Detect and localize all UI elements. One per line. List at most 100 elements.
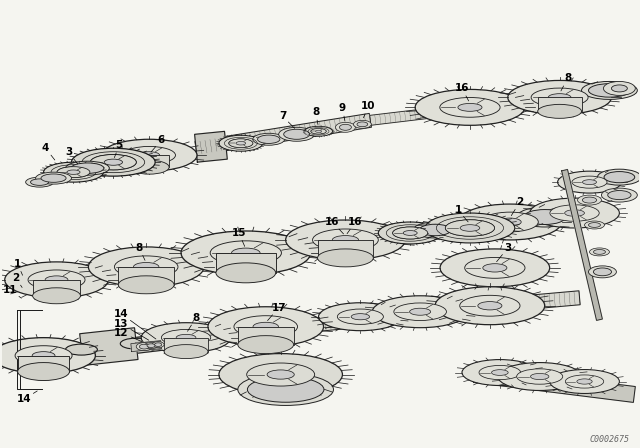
Ellipse shape — [248, 377, 324, 402]
Ellipse shape — [219, 353, 342, 396]
Ellipse shape — [483, 264, 507, 272]
Ellipse shape — [378, 222, 442, 244]
Ellipse shape — [548, 94, 571, 101]
Ellipse shape — [154, 343, 162, 346]
Ellipse shape — [26, 177, 54, 187]
Ellipse shape — [582, 82, 637, 99]
Ellipse shape — [593, 268, 611, 276]
Polygon shape — [118, 267, 174, 285]
Ellipse shape — [499, 218, 521, 226]
Polygon shape — [16, 330, 202, 367]
Polygon shape — [238, 327, 294, 345]
Text: 8: 8 — [136, 243, 145, 260]
Ellipse shape — [425, 213, 515, 243]
Ellipse shape — [589, 223, 600, 228]
Ellipse shape — [72, 148, 155, 176]
Ellipse shape — [141, 323, 231, 353]
Ellipse shape — [372, 296, 468, 327]
Ellipse shape — [460, 225, 480, 231]
Ellipse shape — [267, 370, 294, 379]
Text: 8: 8 — [312, 108, 319, 125]
Ellipse shape — [413, 222, 457, 238]
Text: 14: 14 — [17, 391, 37, 405]
Ellipse shape — [216, 263, 276, 283]
Ellipse shape — [0, 338, 95, 374]
Ellipse shape — [88, 247, 204, 287]
Ellipse shape — [234, 316, 298, 338]
Text: 13: 13 — [114, 319, 148, 340]
Text: 15: 15 — [232, 228, 246, 246]
Ellipse shape — [564, 210, 584, 216]
Ellipse shape — [319, 303, 402, 331]
Ellipse shape — [478, 302, 502, 310]
Ellipse shape — [582, 180, 596, 185]
Polygon shape — [562, 169, 602, 320]
Ellipse shape — [604, 82, 636, 95]
Ellipse shape — [118, 276, 174, 294]
Ellipse shape — [604, 172, 635, 183]
Ellipse shape — [238, 374, 333, 405]
Text: 8: 8 — [561, 73, 572, 91]
Ellipse shape — [101, 139, 197, 171]
Ellipse shape — [351, 314, 369, 320]
Text: 16: 16 — [325, 217, 344, 234]
Text: 17: 17 — [268, 303, 286, 321]
Ellipse shape — [15, 346, 72, 366]
Text: C0002675: C0002675 — [589, 435, 629, 444]
Ellipse shape — [312, 229, 378, 251]
Ellipse shape — [311, 129, 326, 134]
Ellipse shape — [516, 369, 563, 384]
Ellipse shape — [440, 249, 550, 287]
Text: 16: 16 — [347, 217, 363, 234]
Ellipse shape — [460, 295, 520, 316]
Text: 16: 16 — [455, 83, 469, 101]
Ellipse shape — [210, 241, 282, 265]
Ellipse shape — [147, 344, 156, 347]
Ellipse shape — [577, 195, 602, 205]
Text: 6: 6 — [151, 135, 164, 152]
Ellipse shape — [44, 162, 103, 182]
Ellipse shape — [465, 258, 525, 278]
Ellipse shape — [104, 159, 122, 165]
Ellipse shape — [67, 170, 80, 174]
Ellipse shape — [403, 231, 417, 235]
Ellipse shape — [144, 343, 158, 349]
Ellipse shape — [557, 171, 621, 193]
Polygon shape — [370, 90, 580, 125]
Polygon shape — [164, 338, 208, 352]
Text: 3: 3 — [65, 147, 77, 164]
Ellipse shape — [435, 287, 545, 325]
Ellipse shape — [164, 345, 208, 358]
Polygon shape — [330, 291, 580, 327]
Ellipse shape — [45, 276, 68, 284]
Ellipse shape — [238, 336, 294, 353]
Ellipse shape — [246, 363, 315, 386]
Ellipse shape — [139, 152, 160, 159]
Polygon shape — [317, 240, 373, 258]
Ellipse shape — [28, 270, 85, 290]
Ellipse shape — [284, 129, 310, 139]
Ellipse shape — [253, 322, 278, 331]
Polygon shape — [216, 253, 276, 273]
Ellipse shape — [608, 190, 631, 200]
Ellipse shape — [317, 249, 373, 267]
Ellipse shape — [337, 309, 383, 324]
Polygon shape — [419, 205, 600, 240]
Ellipse shape — [589, 84, 630, 97]
Text: 14: 14 — [114, 309, 156, 339]
Ellipse shape — [120, 338, 152, 349]
Polygon shape — [33, 280, 81, 296]
Ellipse shape — [4, 262, 108, 298]
Ellipse shape — [161, 329, 211, 346]
Ellipse shape — [577, 379, 592, 384]
Polygon shape — [18, 356, 70, 371]
Text: 1: 1 — [454, 205, 468, 222]
Ellipse shape — [65, 344, 97, 355]
Text: 11: 11 — [3, 285, 21, 298]
Ellipse shape — [18, 362, 70, 380]
Text: 2: 2 — [12, 273, 22, 288]
Ellipse shape — [481, 212, 538, 232]
Ellipse shape — [71, 163, 104, 173]
Text: 7: 7 — [279, 112, 294, 128]
Ellipse shape — [550, 205, 599, 221]
